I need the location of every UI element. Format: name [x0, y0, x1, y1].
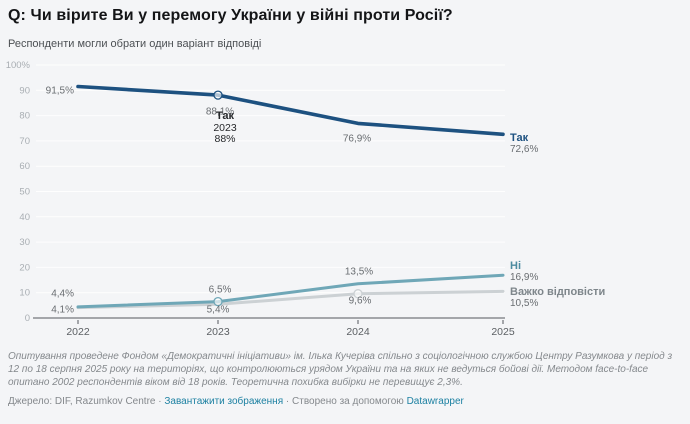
source-line: Джерело: DIF, Razumkov Centre · Завантаж… — [8, 396, 684, 407]
data-label: 5,4% — [206, 304, 230, 316]
x-axis-tick-label: 2023 — [206, 326, 230, 338]
tooltip-year: 2023 — [213, 121, 237, 134]
y-axis-tick-label: 40 — [19, 212, 30, 223]
y-axis-tick-label: 30 — [19, 237, 30, 248]
x-axis-tick-label: 2025 — [491, 326, 515, 338]
data-label: 88,1% — [205, 106, 235, 118]
data-label: 13,5% — [344, 266, 374, 278]
download-image-link[interactable]: Завантажити зображення — [164, 396, 284, 407]
y-axis-tick-label: 70 — [19, 136, 30, 147]
point-marker-vazhko-vidpovisty[interactable] — [353, 289, 363, 299]
point-marker-tak[interactable] — [213, 90, 223, 100]
credit-text: Створено за допомогою — [292, 396, 404, 407]
data-label: 9,6% — [348, 295, 372, 307]
legend-value: 16,9% — [510, 272, 539, 283]
legend-label: Важко відповісти — [510, 286, 606, 298]
legend-value: 10,5% — [510, 298, 539, 309]
y-axis-tick-label: 20 — [19, 262, 30, 273]
separator-dot: · — [285, 396, 290, 407]
chart-title: Q: Чи вірите Ви у перемогу України у вій… — [8, 7, 453, 24]
data-label: 4,1% — [51, 304, 74, 316]
tooltip-series-name: Так — [215, 110, 235, 122]
source-label: Джерело: DIF, Razumkov Centre — [8, 396, 156, 407]
data-label: 76,9% — [342, 133, 372, 145]
line-chart-plot-area[interactable]: 100% 90 80 70 60 50 40 30 20 10 0 2022 2023 2024 2025 — [0, 0, 690, 345]
tooltip-value: 88% — [214, 133, 236, 145]
series-line-tak[interactable] — [76, 84, 505, 137]
x-axis-tick-label: 2022 — [66, 326, 90, 338]
chart-subtitle: Респонденти могли обрати один варіант ві… — [8, 38, 262, 50]
point-marker-ni[interactable] — [213, 296, 223, 307]
y-axis-tick-label: 60 — [19, 161, 30, 172]
data-label: 91,5% — [45, 85, 74, 97]
methodology-notes: Опитування проведене Фондом «Демократичн… — [8, 351, 673, 388]
y-axis-tick-label: 50 — [19, 187, 30, 198]
tooltip: Так 2023 88% — [213, 110, 237, 146]
y-axis-tick-label: 90 — [19, 85, 30, 96]
legend-label: Так — [510, 132, 529, 144]
legend-value: 72,6% — [510, 144, 539, 155]
y-axis-tick-label: 0 — [25, 313, 30, 324]
series-line-vazhko-vidpovisty[interactable] — [76, 289, 505, 310]
x-axis-tick-label: 2024 — [346, 326, 370, 338]
datawrapper-link[interactable]: Datawrapper — [406, 396, 464, 407]
legend-label: Ні — [510, 260, 521, 272]
legend-item-ni: Ні 16,9% — [510, 260, 538, 284]
data-label: 6,5% — [208, 284, 232, 296]
legend-item-vazhko-vidpovisty: Важко відповісти 10,5% — [510, 286, 605, 310]
y-axis-tick-label: 80 — [19, 111, 30, 122]
data-label: 4,4% — [51, 288, 74, 300]
y-axis-tick-label: 10 — [19, 288, 30, 299]
legend-item-tak: Так 72,6% — [510, 132, 538, 156]
series-line-ni[interactable] — [76, 273, 505, 309]
separator-dot: · — [158, 396, 162, 407]
y-axis-tick-label: 100% — [6, 60, 31, 71]
